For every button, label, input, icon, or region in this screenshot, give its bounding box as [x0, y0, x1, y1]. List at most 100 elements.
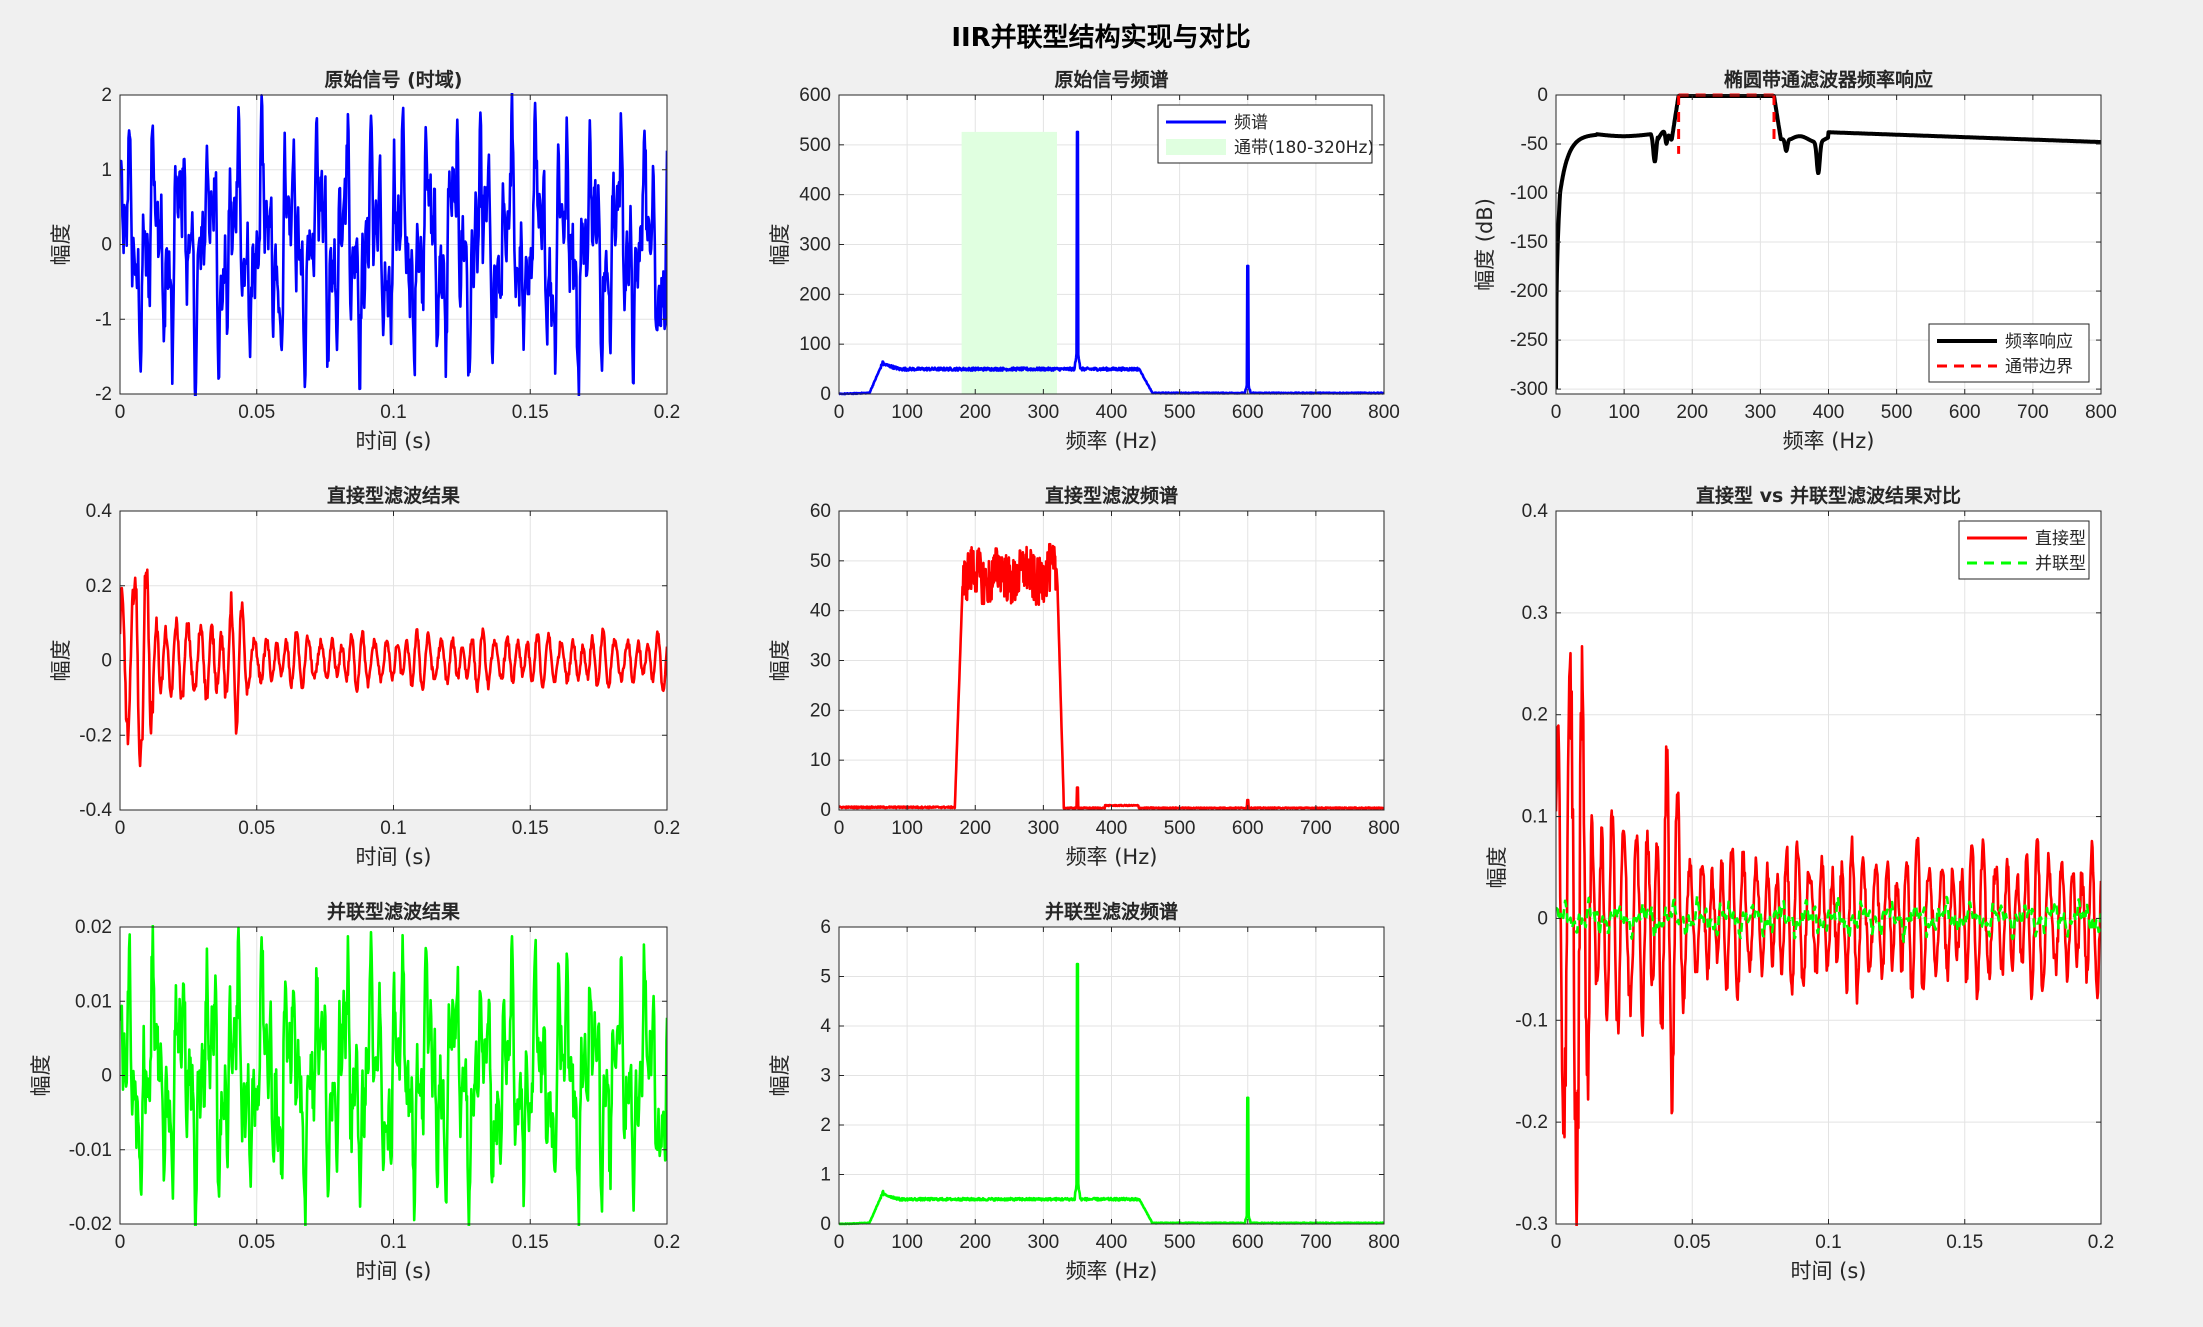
legend-label: 直接型 [2035, 529, 2086, 549]
axes-ax1: 0 0.05 0.1 0.15 0.2 -2 -1 0 1 2 原始信号 (时域) 时间 (s) 幅度 [49, 68, 680, 453]
x-tick-label: 200 [1676, 402, 1708, 423]
x-tick-label: 200 [959, 1232, 991, 1253]
x-tick-label: 0.2 [2088, 1232, 2114, 1253]
y-tick-label: 100 [799, 334, 831, 355]
y-tick-label: 0 [1537, 85, 1548, 106]
axes-ax2: 0 100 200 300 400 500 600 700 800 0 100 200 300 400 50… [768, 68, 1400, 453]
y-axis-label: 幅度 [49, 640, 73, 682]
series-line-0 [839, 130, 1384, 396]
x-axis-label: 时间 (s) [355, 845, 431, 869]
y-tick-label: 400 [799, 185, 831, 206]
legend-box [1928, 323, 2090, 383]
y-tick-label: -2 [95, 384, 112, 405]
y-tick-label: -100 [1510, 183, 1548, 204]
y-tick-label: 0 [101, 1066, 112, 1087]
x-tick-label: 600 [1232, 402, 1264, 423]
x-tick-label: 400 [1096, 402, 1128, 423]
x-tick-label: 0 [115, 1232, 126, 1253]
x-tick-label: 800 [2085, 402, 2117, 423]
x-tick-label: 100 [1608, 402, 1640, 423]
x-tick-label: 700 [1300, 402, 1332, 423]
y-axis-label: 幅度 [768, 640, 792, 682]
legend-box [1958, 520, 2090, 580]
x-tick-label: 0.2 [654, 1232, 680, 1253]
x-tick-label: 100 [891, 402, 923, 423]
legend-label: 通带边界 [2005, 357, 2073, 377]
y-tick-label: -1 [95, 309, 112, 330]
y-tick-label: -0.2 [79, 725, 112, 746]
axes-title: 直接型滤波结果 [327, 484, 460, 507]
y-tick-label: -0.2 [1515, 1112, 1548, 1133]
y-tick-label: 40 [810, 601, 831, 622]
axes-ax8: 0 100 200 300 400 500 600 700 800 0 1 2 3 4 5 6 并联型滤波频谱频… [768, 900, 1400, 1283]
axes-title: 并联型滤波频谱 [1045, 900, 1178, 923]
x-tick-label: 0.05 [238, 402, 275, 423]
series-line-0 [120, 925, 667, 1226]
x-tick-label: 0 [1551, 402, 1562, 423]
y-tick-label: -0.1 [1515, 1010, 1548, 1031]
legend-label: 通带(180-320Hz) [1234, 138, 1374, 158]
y-axis-label: 幅度 [1485, 847, 1509, 889]
y-tick-label: -300 [1510, 379, 1548, 400]
x-tick-label: 800 [1368, 818, 1400, 839]
axes-title: 原始信号频谱 [1054, 68, 1168, 91]
y-tick-label: -0.02 [69, 1214, 112, 1235]
x-tick-label: 0.15 [512, 1232, 549, 1253]
x-tick-label: 100 [891, 818, 923, 839]
x-tick-label: 0.1 [1815, 1232, 1841, 1253]
y-tick-label: 0 [101, 651, 112, 672]
x-tick-label: 0.15 [512, 818, 549, 839]
x-tick-label: 0.2 [654, 818, 680, 839]
y-tick-label: 0 [820, 800, 831, 821]
series-line-1 [1556, 894, 2101, 943]
y-tick-label: 200 [799, 284, 831, 305]
y-tick-label: 0.01 [75, 991, 112, 1012]
series-line-0 [839, 962, 1384, 1226]
x-tick-label: 0.2 [654, 402, 680, 423]
x-tick-label: 300 [1028, 818, 1060, 839]
y-tick-label: 2 [101, 85, 112, 106]
x-tick-label: 300 [1028, 1232, 1060, 1253]
x-axis-label: 频率 (Hz) [1066, 429, 1158, 453]
y-tick-label: 0.2 [86, 576, 112, 597]
x-tick-label: 700 [1300, 818, 1332, 839]
x-tick-label: 100 [891, 1232, 923, 1253]
x-axis-label: 频率 (Hz) [1783, 429, 1875, 453]
y-tick-label: 6 [820, 917, 831, 938]
x-axis-label: 时间 (s) [355, 429, 431, 453]
figure-title: IIR并联型结构实现与对比 [951, 22, 1250, 53]
x-tick-label: 700 [2017, 402, 2049, 423]
x-tick-label: 600 [1232, 818, 1264, 839]
x-tick-label: 500 [1164, 818, 1196, 839]
x-tick-label: 700 [1300, 1232, 1332, 1253]
x-tick-label: 400 [1096, 818, 1128, 839]
y-tick-label: 0.2 [1522, 705, 1548, 726]
y-tick-label: 500 [799, 135, 831, 156]
y-tick-label: 0 [101, 235, 112, 256]
x-axis-label: 时间 (s) [1790, 1259, 1866, 1283]
axes-ax4: 0 0.05 0.1 0.15 0.2 -0.4 -0.2 0 0.2 0.4 直接型滤波结果时间 … [49, 484, 680, 869]
x-tick-label: 0 [1551, 1232, 1562, 1253]
x-tick-label: 0 [834, 402, 845, 423]
y-tick-label: 5 [820, 967, 831, 988]
x-tick-label: 200 [959, 402, 991, 423]
y-axis-label: 幅度 [49, 224, 73, 266]
y-tick-label: -50 [1521, 134, 1548, 155]
y-tick-label: -150 [1510, 232, 1548, 253]
y-axis-label: 幅度 [29, 1055, 53, 1097]
y-tick-label: 60 [810, 501, 831, 522]
x-tick-label: 600 [1949, 402, 1981, 423]
axes-title: 直接型 vs 并联型滤波结果对比 [1696, 484, 1961, 507]
y-tick-label: 0 [820, 384, 831, 405]
axes-title: 椭圆带通滤波器频率响应 [1724, 68, 1933, 91]
x-tick-label: 800 [1368, 1232, 1400, 1253]
legend-swatch [1166, 139, 1226, 155]
passband-shade [961, 131, 1057, 395]
series-line-0 [120, 93, 667, 396]
x-tick-label: 0.05 [238, 1232, 275, 1253]
y-tick-label: 2 [820, 1115, 831, 1136]
y-tick-label: 1 [820, 1165, 831, 1186]
y-tick-label: -0.01 [69, 1140, 112, 1161]
x-tick-label: 0.15 [512, 402, 549, 423]
